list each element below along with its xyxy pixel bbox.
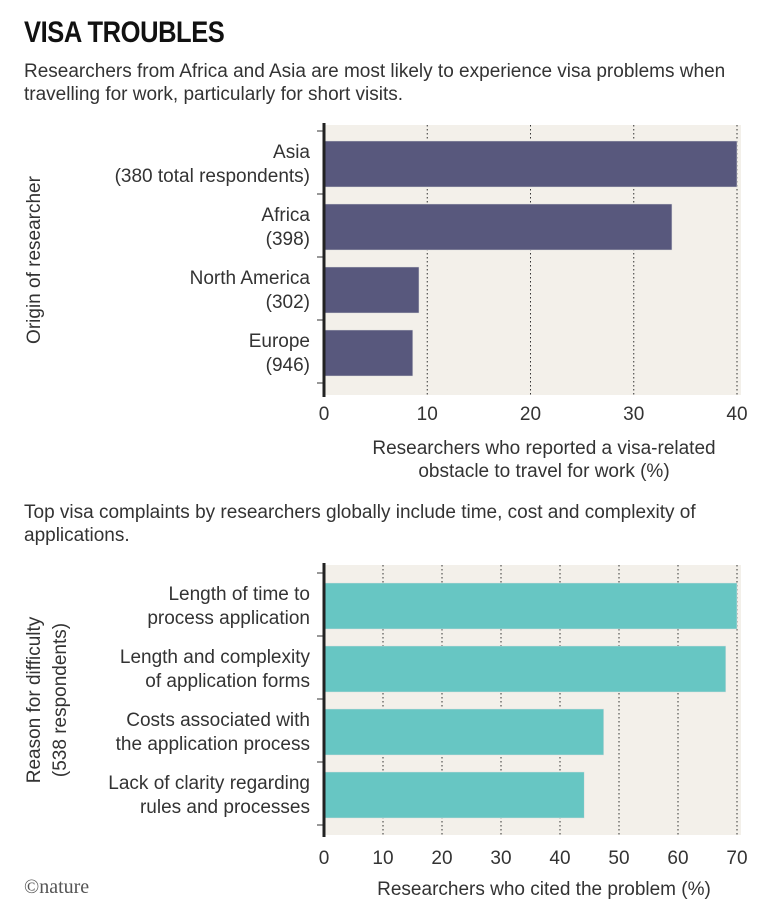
chart2-category-label: Lack of clarity regarding bbox=[108, 773, 310, 794]
chart2-tick-label: 20 bbox=[431, 848, 452, 869]
chart1-tick-label: 40 bbox=[726, 404, 747, 425]
chart1-x-axis-title: obstacle to travel for work (%) bbox=[418, 461, 669, 482]
chart2-category-label: process application bbox=[147, 608, 310, 629]
chart1-category-label: (302) bbox=[266, 292, 310, 313]
chart2-y-axis-title: Reason for difficulty bbox=[24, 616, 45, 783]
chart2-category-label: Costs associated with bbox=[126, 710, 310, 731]
chart2-tick-label: 40 bbox=[549, 848, 570, 869]
chart1-bar bbox=[323, 266, 420, 314]
chart2-tick-label: 10 bbox=[372, 848, 393, 869]
chart2-bar bbox=[323, 582, 738, 630]
chart2-subtitle: Top visa complaints by researchers globa… bbox=[24, 502, 696, 546]
nature-logo: ©nature bbox=[24, 876, 90, 898]
chart2-tick-label: 70 bbox=[726, 848, 747, 869]
chart1-x-axis-title: Researchers who reported a visa-related bbox=[372, 438, 715, 459]
chart1-tick-label: 10 bbox=[417, 404, 438, 425]
chart2-tick-label: 0 bbox=[319, 848, 330, 869]
chart1-subtitle: Researchers from Africa and Asia are mos… bbox=[24, 61, 726, 105]
chart1-category-label: Africa bbox=[261, 205, 310, 226]
chart-title: VISA TROUBLES bbox=[24, 16, 225, 49]
chart1-tick-label: 0 bbox=[319, 404, 330, 425]
chart1-bar bbox=[323, 329, 414, 377]
chart2-tick-label: 60 bbox=[667, 848, 688, 869]
chart1-category-label: Asia bbox=[273, 142, 310, 163]
chart2-category-label: Length and complexity bbox=[120, 647, 311, 668]
chart1-y-axis-title: Origin of researcher bbox=[24, 175, 45, 344]
chart2-tick-label: 50 bbox=[608, 848, 629, 869]
chart2-category-label: Length of time to bbox=[168, 584, 310, 605]
chart1-category-label: Europe bbox=[249, 331, 310, 352]
chart2-category-label: rules and processes bbox=[140, 797, 310, 818]
chart1-category-label: (398) bbox=[266, 229, 310, 250]
chart2-bar bbox=[323, 708, 604, 756]
chart2-tick-label: 30 bbox=[490, 848, 511, 869]
chart2-bar bbox=[323, 645, 727, 693]
chart1-category-label: North America bbox=[190, 268, 311, 289]
chart2-x-axis-title: Researchers who cited the problem (%) bbox=[377, 879, 711, 900]
chart1-tick-label: 30 bbox=[623, 404, 644, 425]
chart1-bar bbox=[323, 203, 673, 251]
chart1-category-label: (380 total respondents) bbox=[115, 166, 310, 187]
chart2-y-axis-title: (538 respondents) bbox=[50, 623, 71, 777]
chart2-bar bbox=[323, 771, 585, 819]
chart1-category-label: (946) bbox=[266, 355, 310, 376]
chart1-tick-label: 20 bbox=[520, 404, 541, 425]
chart1-bar bbox=[323, 140, 738, 188]
chart2-category-label: of application forms bbox=[145, 671, 310, 692]
chart2-category-label: the application process bbox=[116, 734, 310, 755]
